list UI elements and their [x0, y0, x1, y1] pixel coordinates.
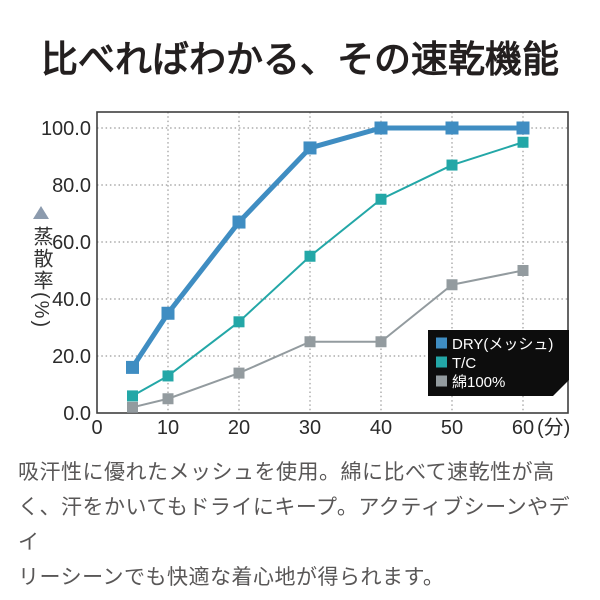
marker-dry-mesh: [161, 306, 175, 320]
legend-swatch-dry-mesh: [436, 337, 447, 349]
x-tick-label: 40: [370, 417, 392, 439]
y-tick-label: 40.0: [52, 289, 91, 311]
y-tick-label: 60.0: [52, 232, 91, 254]
legend-swatch-cotton-100: [436, 375, 447, 387]
marker-tc: [162, 370, 174, 382]
evaporation-rate-chart: 0.0 20.0 40.0 60.0 80.0 100.0 0 10 20 30 40 50 60 (分)…: [0, 100, 600, 445]
y-axis-title: 蒸散率(%): [30, 206, 52, 330]
description-text: 吸汗性に優れたメッシュを使用。綿に比べて速乾性が高 く、汗をかいてもドライにキー…: [18, 461, 571, 589]
x-tick-label: 30: [299, 417, 321, 439]
plot-border: [96, 111, 569, 414]
marker-tc: [304, 250, 316, 262]
marker-tc: [127, 390, 138, 402]
triangle-up-icon: [33, 206, 49, 219]
marker-dry-mesh: [374, 121, 388, 135]
legend-label-tc: T/C: [452, 355, 476, 372]
x-tick-label: 50: [441, 417, 463, 439]
x-tick-label: 60: [512, 417, 534, 439]
legend-label-dry-mesh: DRY(メッシュ): [452, 336, 553, 353]
marker-cotton-100: [446, 279, 458, 291]
y-tick-label: 0.0: [63, 403, 91, 425]
x-tick-label: 20: [228, 417, 250, 439]
page-title: 比べればわかる、その速乾機能: [41, 39, 559, 80]
y-axis-label: 蒸散率(%): [30, 226, 52, 330]
y-tick-label: 20.0: [52, 346, 91, 368]
marker-tc: [446, 159, 458, 171]
x-axis-unit-label: (分): [537, 416, 570, 439]
marker-dry-mesh: [232, 215, 246, 229]
marker-dry-mesh: [126, 360, 139, 374]
marker-cotton-100: [233, 367, 245, 379]
marker-dry-mesh: [303, 141, 317, 155]
marker-dry-mesh: [445, 121, 459, 135]
marker-tc: [233, 316, 245, 328]
marker-dry-mesh: [516, 121, 530, 135]
marker-tc: [375, 193, 387, 205]
x-tick-label: 10: [157, 417, 179, 439]
y-tick-label: 100.0: [41, 118, 91, 140]
marker-cotton-100: [375, 336, 387, 348]
x-tick-label: 0: [91, 417, 102, 439]
legend-swatch-tc: [436, 356, 447, 368]
marker-cotton-100: [517, 265, 529, 276]
marker-cotton-100: [127, 401, 138, 413]
marker-tc: [517, 136, 529, 148]
legend-label-cotton-100: 綿100%: [452, 374, 505, 391]
y-tick-label: 80.0: [52, 175, 91, 197]
marker-cotton-100: [304, 336, 316, 348]
legend-box: [428, 330, 569, 396]
marker-cotton-100: [162, 393, 174, 405]
chart-svg: 0.0 20.0 40.0 60.0 80.0 100.0 0 10 20 30 40 50 60 (分)…: [41, 111, 570, 439]
